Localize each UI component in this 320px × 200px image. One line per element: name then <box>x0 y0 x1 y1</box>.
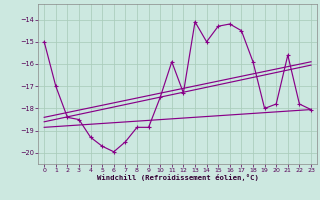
X-axis label: Windchill (Refroidissement éolien,°C): Windchill (Refroidissement éolien,°C) <box>97 174 259 181</box>
